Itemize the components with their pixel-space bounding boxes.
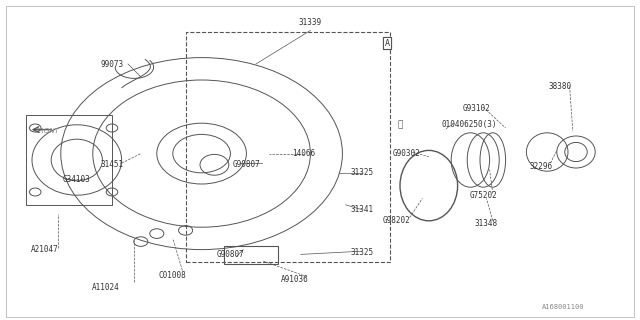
Text: G93102: G93102 [463, 104, 491, 113]
Text: G90807: G90807 [216, 250, 244, 259]
Text: G90807: G90807 [232, 160, 260, 169]
Text: 14066: 14066 [292, 149, 316, 158]
Text: 32296: 32296 [529, 162, 552, 171]
Text: 99073: 99073 [100, 60, 124, 68]
Text: Ⓑ: Ⓑ [397, 120, 403, 129]
Text: A168001100: A168001100 [542, 304, 584, 310]
Text: 38380: 38380 [548, 82, 572, 91]
Text: 31325: 31325 [350, 248, 373, 257]
Bar [224, 246, 278, 264]
Text: G75202: G75202 [469, 191, 497, 200]
Text: A21047: A21047 [31, 245, 59, 254]
Text: 31451: 31451 [100, 160, 124, 169]
Text: A11024: A11024 [92, 284, 120, 292]
Bar [186, 32, 390, 262]
Text: 010406250(3): 010406250(3) [442, 120, 497, 129]
Text: 31341: 31341 [350, 205, 373, 214]
Text: 31348: 31348 [475, 220, 498, 228]
Bar [26, 115, 112, 205]
Text: G90302: G90302 [392, 149, 420, 158]
Text: G98202: G98202 [383, 216, 411, 225]
Text: A91036: A91036 [280, 276, 308, 284]
Text: A: A [385, 39, 390, 48]
Text: A: A [385, 39, 390, 48]
Text: C01008: C01008 [159, 271, 187, 280]
Text: G34103: G34103 [63, 175, 91, 184]
Text: 31339: 31339 [299, 18, 322, 27]
Text: FRONT: FRONT [36, 128, 60, 134]
Text: 31325: 31325 [350, 168, 373, 177]
